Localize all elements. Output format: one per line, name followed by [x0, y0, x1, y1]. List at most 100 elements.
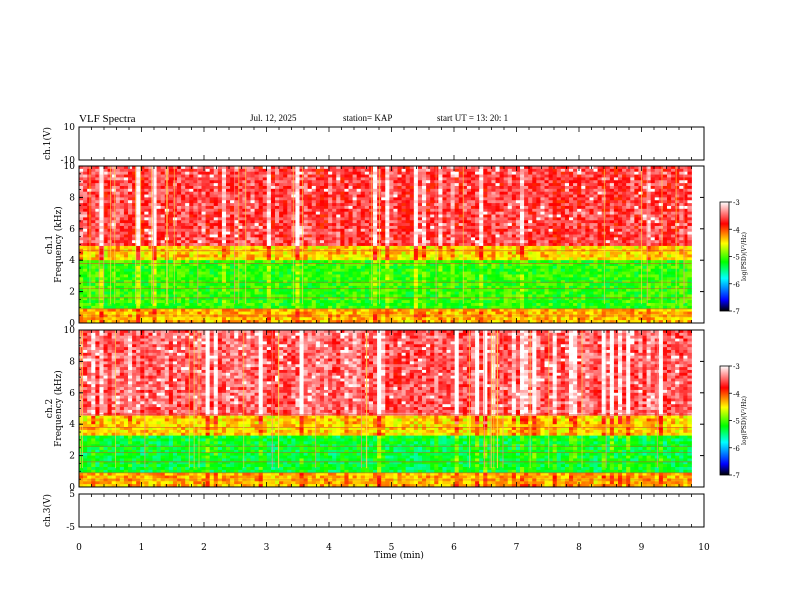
ch1-spectrogram-cell — [307, 251, 313, 255]
ch1-spectrogram-cell — [311, 211, 317, 215]
ch1-spectrogram-cell — [687, 237, 692, 241]
ch1-spectrogram-cell — [324, 234, 329, 238]
ch1-spectrogram-cell — [626, 168, 631, 173]
ch1-spectrogram-cell — [524, 237, 529, 241]
ch1-spectrogram-cell — [205, 177, 211, 181]
ch1-spectrogram-cell — [95, 251, 100, 255]
ch1-spectrogram-cell — [434, 166, 439, 170]
ch1-spectrogram-cell — [262, 208, 268, 213]
ch1-spectrogram-cell — [646, 194, 652, 198]
ch1-spectrogram-cell — [417, 243, 423, 247]
ch1-spectrogram-cell — [601, 194, 607, 198]
ch1-spectrogram-cell — [593, 180, 598, 184]
ch1-spectrogram-cell — [160, 214, 166, 218]
ch1-spectrogram-cell — [471, 257, 476, 261]
ch1-spectrogram-cell — [287, 234, 292, 238]
ch1-spectrogram-cell — [597, 231, 603, 235]
ch1-spectrogram-cell — [675, 191, 680, 195]
ch1-spectrogram-cell — [622, 240, 627, 244]
ch1-spectrogram-cell — [630, 240, 635, 244]
ch1-spectrogram-cell — [642, 228, 647, 233]
ch1-spectrogram-cell — [368, 205, 374, 210]
ch1-spectrogram-cell — [364, 205, 370, 210]
ch1-spectrogram-cell — [675, 245, 680, 250]
ch1-spectrogram-cell — [634, 203, 639, 207]
ch1-spectrogram-cell — [177, 248, 182, 253]
ch1-spectrogram-cell — [160, 220, 166, 224]
ch1-spectrogram-cell — [422, 240, 427, 244]
ch1-spectrogram-cell — [123, 183, 129, 187]
ch1-spectrogram-cell — [638, 251, 643, 255]
ch1-spectrogram-cell — [654, 191, 660, 195]
ch1-spectrogram-cell — [168, 194, 174, 198]
ch1-spectrogram-cell — [193, 257, 198, 261]
ch1-spectrogram-cell — [209, 211, 215, 215]
ch1-spectrogram-cell — [79, 240, 84, 244]
ch1-spectrogram-cell — [262, 234, 268, 238]
ch1-spectrogram-cell — [262, 254, 268, 258]
ch1-spectrogram-cell — [336, 180, 341, 184]
ch1-spectrogram-cell — [491, 254, 496, 258]
ch1-spectrogram-cell — [499, 251, 505, 255]
ch1-spectrogram-cell — [687, 234, 692, 238]
ch1-spectrogram-cell — [430, 200, 435, 204]
ch1-spectrogram-cell — [103, 220, 108, 224]
ch1-spectrogram-cell — [213, 188, 219, 193]
ch1-spectrogram-cell — [340, 203, 345, 207]
ch1-spectrogram-cell — [385, 211, 390, 215]
ch1-spectrogram-cell — [213, 174, 219, 178]
ch1-spectrogram-cell — [217, 228, 223, 233]
ch1-spectrogram-cell — [483, 183, 488, 187]
ch1-spectrogram-cell — [507, 228, 513, 233]
ch1-spectrogram-cell — [426, 251, 431, 255]
ch1-spectrogram-cell — [209, 225, 215, 230]
ch1-spectrogram-cell — [230, 257, 235, 261]
ch1-spectrogram-cell — [479, 254, 484, 258]
ch1-spectrogram-cell — [91, 228, 96, 233]
ch1-spectrogram-cell — [426, 171, 431, 175]
ch1-spectrogram-cell — [536, 234, 541, 238]
ch1-spectrogram-cell — [597, 223, 603, 227]
ch1-spectrogram-cell — [507, 220, 513, 224]
ch1-spectrogram-cell — [132, 260, 137, 264]
ch1-spectrogram-cell — [556, 174, 562, 178]
ch1-spectrogram-cell — [234, 203, 239, 207]
ch1-spectrogram-cell — [340, 200, 345, 204]
ch1-spectrogram-cell — [589, 185, 594, 190]
ch1-spectrogram-cell — [385, 188, 390, 193]
ch1-spectrogram-cell — [499, 191, 505, 195]
ch1-spectrogram-cell — [197, 200, 202, 204]
ch1-spectrogram-cell — [397, 194, 402, 198]
ch1-spectrogram-cell — [654, 205, 660, 210]
ch1-spectrogram-cell — [266, 211, 272, 215]
ch1-spectrogram-cell — [303, 188, 309, 193]
ch1-spectrogram-cell — [589, 237, 594, 241]
ch1-spectrogram-cell — [83, 185, 88, 190]
ch1-spectrogram-cell — [250, 197, 255, 201]
ch1-spectrogram-cell — [226, 197, 231, 201]
ch1-spectrogram-cell — [189, 208, 194, 213]
ch1-spectrogram-cell — [569, 185, 574, 190]
ch1-spectrogram-cell — [683, 234, 688, 238]
ch1-spectrogram-cell — [209, 231, 215, 235]
ch1-spectrogram-cell — [466, 205, 472, 210]
ch1-spectrogram-cell — [671, 171, 676, 175]
ch1-spectrogram-cell — [79, 183, 84, 187]
ch1-spectrogram-cell — [667, 188, 672, 193]
ch1-spectrogram-cell — [152, 168, 157, 173]
ch1-spectrogram-cell — [471, 183, 476, 187]
ch1-spectrogram-cell — [618, 177, 623, 181]
ch1-spectrogram-cell — [258, 168, 264, 173]
ch1-spectrogram-cell — [319, 231, 325, 235]
ch1-spectrogram-cell — [548, 220, 554, 224]
ch1-spectrogram-cell — [483, 228, 488, 233]
ch1-spectrogram-cell — [511, 225, 517, 230]
ch1-spectrogram-cell — [360, 211, 366, 215]
ch1-spectrogram-cell — [434, 180, 439, 184]
ch1-spectrogram-cell — [630, 191, 635, 195]
ch1-spectrogram-cell — [683, 208, 688, 213]
ch1-spectrogram-cell — [671, 191, 676, 195]
ch1-spectrogram-cell — [307, 237, 313, 241]
ch1-spectrogram-cell — [234, 177, 239, 181]
ch1-spectrogram-cell — [324, 248, 329, 253]
